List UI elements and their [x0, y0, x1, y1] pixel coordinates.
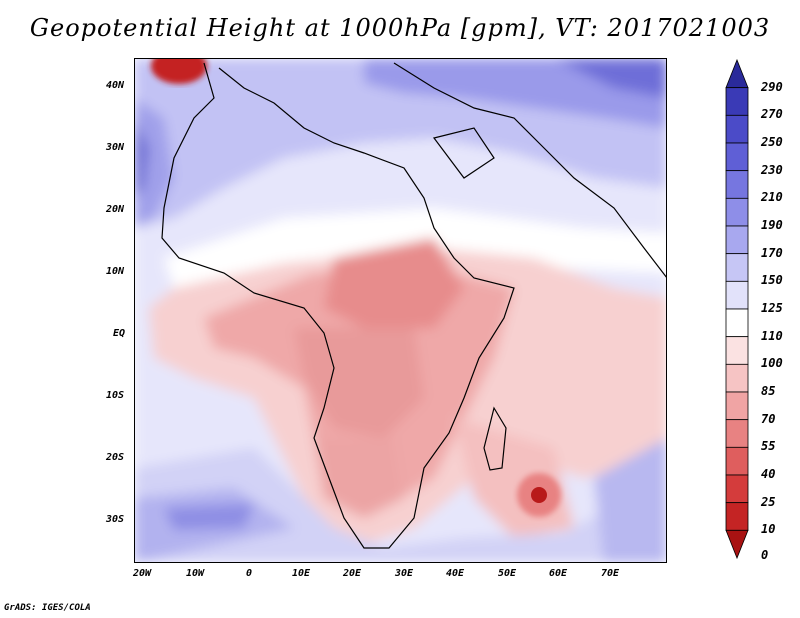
colorbar-swatch — [725, 308, 749, 338]
colorbar-swatch — [725, 114, 749, 144]
colorbar-swatch — [725, 142, 749, 172]
colorbar-label: 170 — [761, 245, 783, 260]
y-tick-30s: 30S — [106, 514, 125, 525]
colorbar-swatch — [725, 87, 749, 116]
y-tick-eq: EQ — [113, 328, 126, 339]
y-tick-10s: 10S — [106, 390, 125, 401]
colorbar-label: 100 — [761, 356, 783, 371]
colorbar-swatch — [725, 419, 749, 448]
x-tick-70e: 70E — [601, 568, 620, 579]
colorbar-swatch — [725, 446, 749, 476]
low-center-northwest — [151, 58, 207, 84]
y-tick-20s: 20S — [106, 452, 125, 463]
colorbar — [725, 58, 749, 560]
colorbar-swatch — [725, 502, 749, 531]
x-tick-10w: 10W — [186, 568, 205, 579]
x-tick-30e: 30E — [395, 568, 414, 579]
colorbar-label: 230 — [761, 162, 783, 177]
height-field-shading — [134, 58, 667, 563]
colorbar-swatch — [725, 391, 749, 421]
colorbar-label: 70 — [761, 411, 776, 426]
colorbar-swatch — [725, 363, 749, 393]
colorbar-label: 110 — [761, 328, 783, 343]
x-tick-60e: 60E — [549, 568, 568, 579]
colorbar-label: 125 — [761, 301, 783, 315]
colorbar-label: 10 — [761, 522, 776, 537]
x-tick-20w: 20W — [133, 568, 152, 579]
coastlines — [161, 62, 667, 549]
y-tick-20n: 20N — [106, 204, 125, 215]
colorbar-label: 150 — [761, 273, 783, 288]
colorbar-swatch — [725, 170, 749, 199]
colorbar-label: 55 — [761, 439, 776, 454]
map-panel — [134, 58, 667, 563]
x-tick-50e: 50E — [498, 568, 517, 579]
colorbar-swatch — [725, 197, 749, 227]
colorbar-label: 250 — [761, 135, 783, 149]
colorbar-swatch — [725, 336, 749, 365]
colorbar-label: 85 — [761, 384, 776, 398]
x-tick-0: 0 — [246, 568, 253, 579]
colorbar-label: 210 — [761, 190, 783, 205]
credit-text: GrADS: IGES/COLA — [4, 603, 91, 613]
colorbar-swatch — [725, 474, 749, 504]
colorbar-swatch — [725, 529, 749, 560]
colorbar-label: 0 — [761, 548, 769, 562]
colorbar-swatch — [725, 253, 749, 282]
colorbar-swatch — [725, 225, 749, 255]
y-tick-10n: 10N — [106, 266, 125, 277]
x-tick-40e: 40E — [446, 568, 465, 579]
x-tick-10e: 10E — [292, 568, 311, 579]
colorbar-label: 270 — [761, 107, 783, 122]
colorbar-swatch — [725, 280, 749, 310]
colorbar-label: 190 — [761, 218, 783, 232]
y-tick-30n: 30N — [106, 142, 125, 153]
y-tick-40n: 40N — [106, 80, 125, 91]
colorbar-swatch — [725, 58, 749, 89]
colorbar-label: 25 — [761, 494, 776, 509]
map-title: Geopotential Height at 1000hPa [gpm], VT… — [29, 14, 771, 42]
x-tick-20e: 20E — [343, 568, 362, 579]
colorbar-label: 290 — [761, 79, 783, 94]
colorbar-label: 40 — [761, 467, 776, 481]
